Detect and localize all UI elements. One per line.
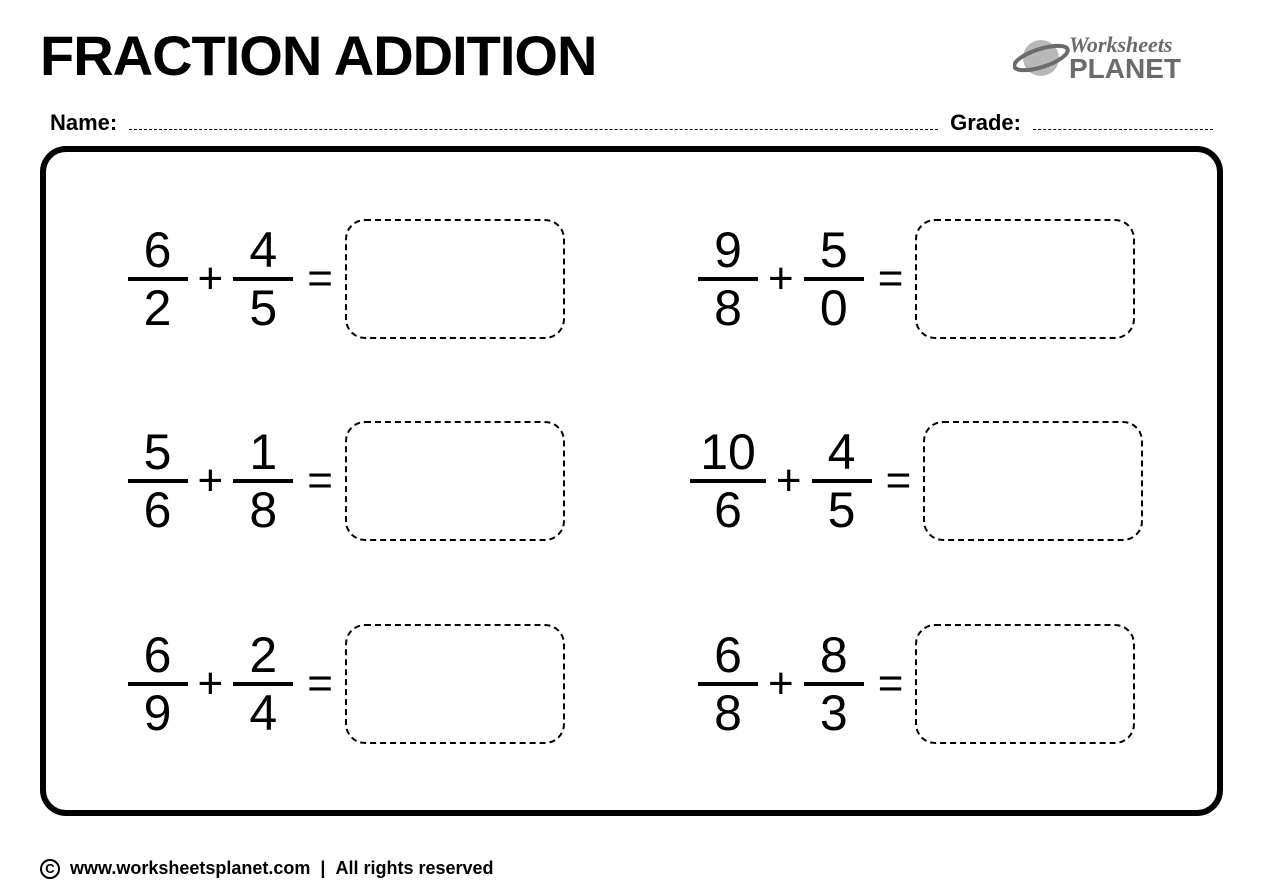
fraction-b: 4 5: [233, 223, 293, 335]
answer-box[interactable]: [345, 219, 565, 339]
problem-4: 10 6 + 4 5 =: [647, 421, 1188, 541]
copyright-icon: C: [40, 859, 60, 879]
denominator: 8: [704, 686, 752, 740]
problem-1: 6 2 + 4 5 =: [76, 219, 617, 339]
numerator: 10: [690, 425, 766, 479]
plus-operator: +: [766, 459, 812, 503]
equals-sign: =: [293, 459, 345, 503]
fraction-a: 10 6: [690, 425, 766, 537]
name-input-line[interactable]: [129, 106, 938, 130]
fraction-a: 5 6: [128, 425, 188, 537]
numerator: 4: [239, 223, 287, 277]
header: FRACTION ADDITION Worksheets PLANET: [0, 0, 1263, 88]
name-grade-row: Name: Grade:: [0, 88, 1263, 146]
numerator: 2: [239, 628, 287, 682]
footer-rights: All rights reserved: [335, 858, 493, 879]
answer-box[interactable]: [923, 421, 1143, 541]
plus-operator: +: [758, 662, 804, 706]
numerator: 6: [134, 628, 182, 682]
numerator: 6: [134, 223, 182, 277]
plus-operator: +: [188, 459, 234, 503]
numerator: 8: [810, 628, 858, 682]
page-title: FRACTION ADDITION: [40, 28, 596, 84]
numerator: 5: [134, 425, 182, 479]
fraction-b: 2 4: [233, 628, 293, 740]
numerator: 5: [810, 223, 858, 277]
denominator: 6: [134, 483, 182, 537]
fraction-b: 4 5: [812, 425, 872, 537]
fraction-b: 8 3: [804, 628, 864, 740]
fraction-a: 6 8: [698, 628, 758, 740]
denominator: 6: [704, 483, 752, 537]
answer-box[interactable]: [915, 219, 1135, 339]
denominator: 2: [134, 281, 182, 335]
name-label: Name:: [50, 110, 117, 136]
denominator: 5: [239, 281, 287, 335]
denominator: 5: [818, 483, 866, 537]
denominator: 8: [239, 483, 287, 537]
numerator: 6: [704, 628, 752, 682]
plus-operator: +: [758, 257, 804, 301]
problems-panel: 6 2 + 4 5 = 9 8 + 5 0: [40, 146, 1223, 816]
denominator: 4: [239, 686, 287, 740]
fraction-a: 6 2: [128, 223, 188, 335]
numerator: 9: [704, 223, 752, 277]
problem-6: 6 8 + 8 3 =: [647, 624, 1188, 744]
plus-operator: +: [188, 662, 234, 706]
denominator: 0: [810, 281, 858, 335]
fraction-a: 6 9: [128, 628, 188, 740]
numerator: 4: [818, 425, 866, 479]
numerator: 1: [239, 425, 287, 479]
logo-line2: PLANET: [1069, 53, 1181, 84]
denominator: 3: [810, 686, 858, 740]
problem-3: 5 6 + 1 8 =: [76, 421, 617, 541]
equals-sign: =: [872, 459, 924, 503]
worksheets-planet-logo: Worksheets PLANET: [1013, 28, 1213, 88]
footer-url: www.worksheetsplanet.com: [70, 858, 310, 879]
problem-2: 9 8 + 5 0 =: [647, 219, 1188, 339]
answer-box[interactable]: [345, 624, 565, 744]
equals-sign: =: [293, 662, 345, 706]
equals-sign: =: [293, 257, 345, 301]
fraction-b: 5 0: [804, 223, 864, 335]
footer: C www.worksheetsplanet.com | All rights …: [40, 858, 494, 879]
fraction-b: 1 8: [233, 425, 293, 537]
grade-label: Grade:: [950, 110, 1021, 136]
equals-sign: =: [864, 662, 916, 706]
answer-box[interactable]: [345, 421, 565, 541]
denominator: 9: [134, 686, 182, 740]
equals-sign: =: [864, 257, 916, 301]
denominator: 8: [704, 281, 752, 335]
plus-operator: +: [188, 257, 234, 301]
footer-separator: |: [320, 858, 325, 879]
problem-5: 6 9 + 2 4 =: [76, 624, 617, 744]
grade-input-line[interactable]: [1033, 106, 1213, 130]
answer-box[interactable]: [915, 624, 1135, 744]
fraction-a: 9 8: [698, 223, 758, 335]
